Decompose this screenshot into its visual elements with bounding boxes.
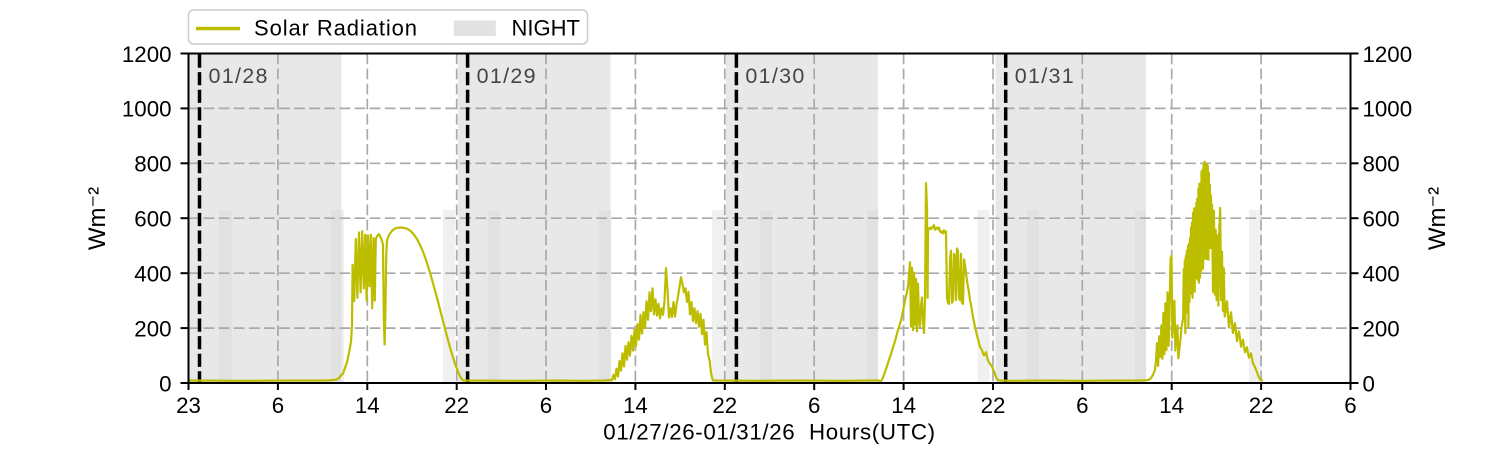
svg-text:6: 6: [540, 393, 552, 418]
svg-text:200: 200: [134, 316, 171, 341]
svg-text:6: 6: [1076, 393, 1088, 418]
svg-text:6: 6: [808, 393, 820, 418]
svg-text:22: 22: [1249, 393, 1274, 418]
svg-text:400: 400: [1363, 262, 1400, 287]
svg-text:800: 800: [134, 152, 171, 177]
svg-text:01/28: 01/28: [209, 64, 269, 88]
svg-text:Solar Radiation: Solar Radiation: [254, 16, 418, 41]
svg-text:14: 14: [1159, 393, 1184, 418]
svg-text:1000: 1000: [122, 97, 172, 122]
svg-text:14: 14: [355, 393, 380, 418]
svg-text:600: 600: [134, 207, 171, 232]
svg-text:22: 22: [981, 393, 1006, 418]
svg-text:1200: 1200: [1363, 42, 1413, 67]
svg-text:22: 22: [444, 393, 469, 418]
svg-text:01/27/26-01/31/26 Hours(UTC): 01/27/26-01/31/26 Hours(UTC): [603, 420, 935, 445]
svg-text:0: 0: [1363, 371, 1375, 396]
svg-text:23: 23: [176, 393, 201, 418]
svg-text:Wm⁻²: Wm⁻²: [84, 187, 111, 250]
svg-text:6: 6: [272, 393, 284, 418]
svg-text:800: 800: [1363, 152, 1400, 177]
svg-text:NIGHT: NIGHT: [512, 16, 580, 41]
svg-text:600: 600: [1363, 207, 1400, 232]
svg-text:200: 200: [1363, 316, 1400, 341]
svg-text:14: 14: [891, 393, 916, 418]
svg-text:6: 6: [1344, 393, 1356, 418]
svg-text:01/29: 01/29: [477, 64, 537, 88]
svg-text:400: 400: [134, 262, 171, 287]
svg-text:01/31: 01/31: [1015, 64, 1075, 88]
svg-text:0: 0: [159, 371, 171, 396]
svg-text:14: 14: [623, 393, 648, 418]
svg-text:22: 22: [712, 393, 737, 418]
svg-text:1200: 1200: [122, 42, 172, 67]
svg-text:01/30: 01/30: [745, 64, 805, 88]
svg-text:Wm⁻²: Wm⁻²: [1424, 187, 1451, 250]
svg-text:1000: 1000: [1363, 97, 1413, 122]
